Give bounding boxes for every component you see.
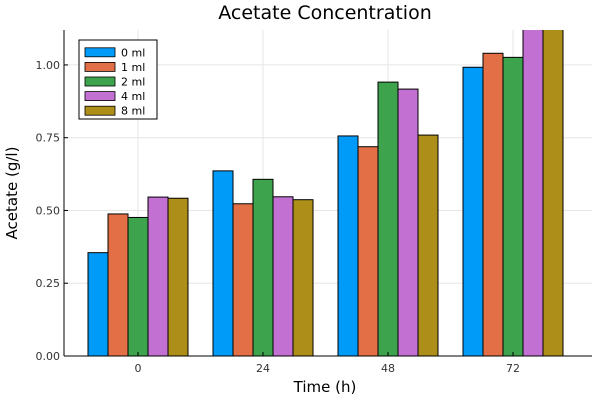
- legend-label: 8 ml: [121, 105, 145, 118]
- x-tick-label: 24: [256, 362, 270, 375]
- bar-0ml-48h: [337, 135, 359, 356]
- bar-0ml-0h: [87, 252, 109, 356]
- legend-swatch: [84, 91, 116, 101]
- bar-1ml-0h: [107, 213, 129, 356]
- y-tick-label: 0.25: [36, 277, 61, 290]
- bar-2ml-24h: [252, 178, 274, 356]
- legend-label: 4 ml: [121, 90, 145, 103]
- bar-8ml-72h: [542, 30, 564, 356]
- y-tick-label: 0.75: [36, 132, 61, 145]
- x-axis-title: Time (h): [293, 378, 357, 396]
- bar-1ml-48h: [357, 146, 379, 356]
- bar-8ml-24h: [292, 199, 314, 356]
- legend-swatch: [84, 105, 116, 116]
- tick-labels: 0.00 0.25 0.50 0.75 1.00 0 24 48 72: [36, 59, 521, 375]
- legend-swatch: [84, 62, 116, 72]
- y-tick-label: 1.00: [36, 59, 61, 72]
- bar-8ml-48h: [417, 134, 439, 356]
- y-tick-label: 0.50: [36, 204, 61, 217]
- axes: [63, 30, 592, 357]
- y-axis-title: Acetate (g/l): [3, 147, 21, 240]
- bars: [87, 30, 564, 356]
- chart-title: Acetate Concentration: [218, 2, 431, 24]
- bar-2ml-48h: [377, 81, 399, 356]
- bar-4ml-72h: [522, 30, 544, 356]
- bar-2ml-72h: [502, 56, 524, 356]
- x-tick-label: 72: [506, 362, 520, 375]
- bar-4ml-0h: [147, 196, 169, 356]
- x-tick-label: 0: [135, 362, 142, 375]
- bar-4ml-24h: [272, 196, 294, 356]
- y-tick-label: 0.00: [36, 350, 61, 363]
- legend-label: 2 ml: [121, 76, 145, 89]
- x-tick-label: 48: [381, 362, 395, 375]
- bar-2ml-0h: [127, 216, 149, 356]
- bar-1ml-72h: [482, 52, 504, 356]
- bar-1ml-24h: [232, 203, 254, 356]
- bar-0ml-24h: [212, 170, 234, 356]
- bar-4ml-48h: [397, 88, 419, 356]
- bar-8ml-0h: [167, 197, 189, 356]
- legend-swatch: [84, 76, 116, 87]
- bar-0ml-72h: [462, 66, 484, 356]
- legend: 0 ml 1 ml 2 ml4 ml 8 ml: [78, 39, 158, 120]
- legend-label: 1 ml: [121, 61, 145, 74]
- legend-swatch: [84, 47, 116, 58]
- legend-label: 0 ml: [121, 46, 145, 59]
